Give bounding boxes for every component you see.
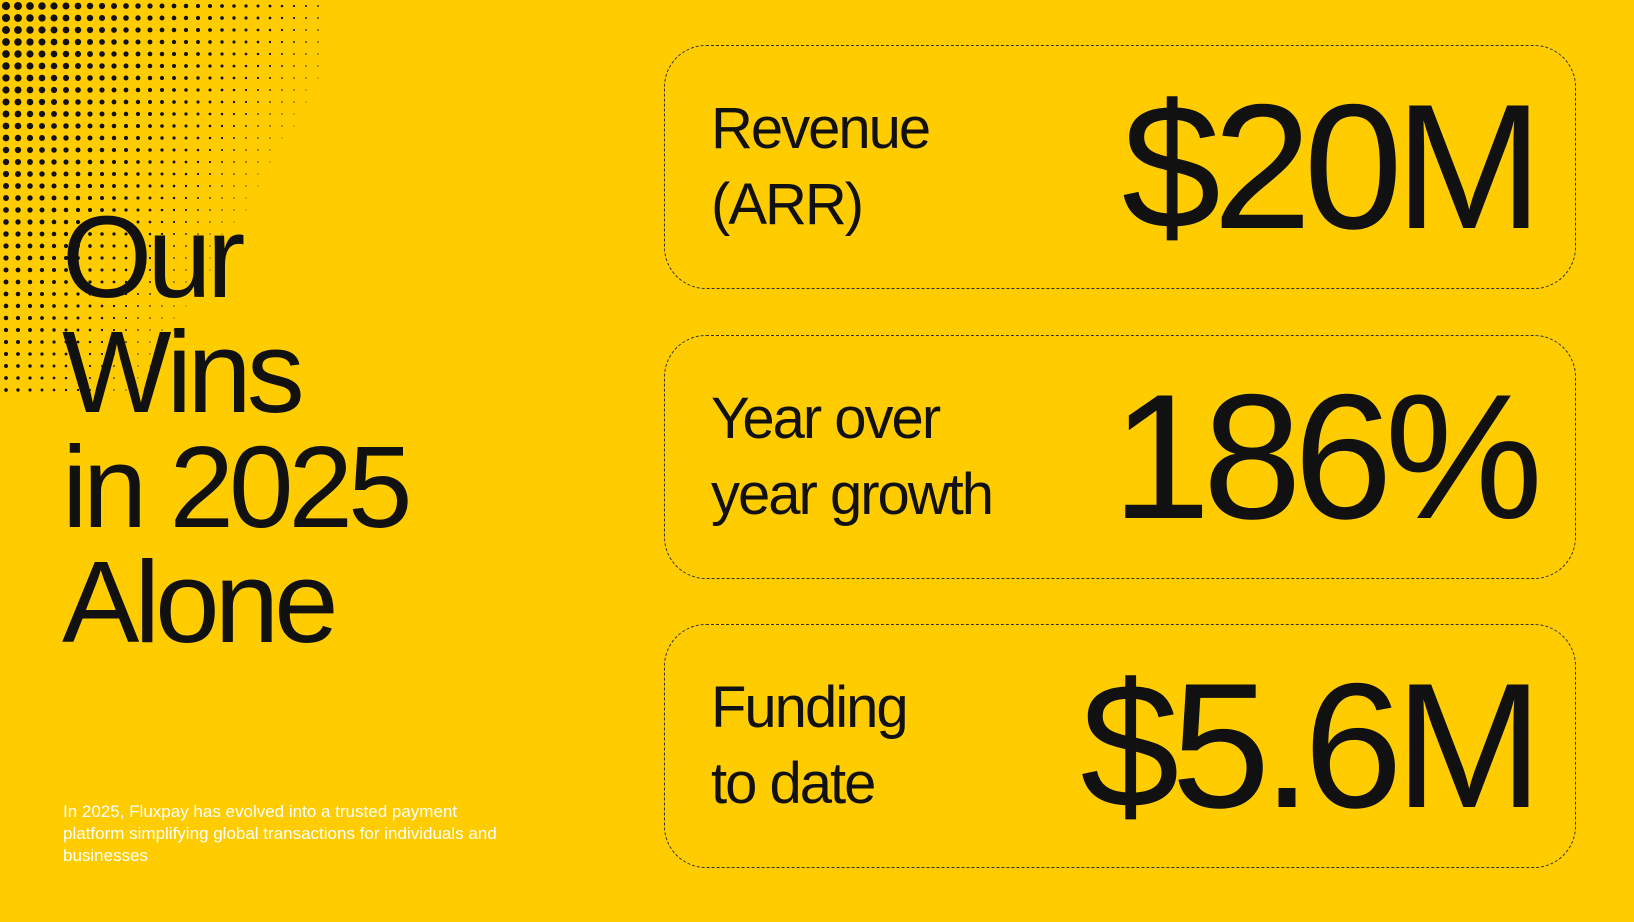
stat-label-line: year growth xyxy=(711,462,994,527)
stat-label-line: Year over xyxy=(711,386,941,451)
stat-card-funding: Funding to date $5.6M xyxy=(664,624,1576,868)
stat-card-revenue: Revenue (ARR) $20M xyxy=(664,45,1576,289)
stat-label: Year over year growth xyxy=(711,381,994,533)
halftone-dot-pattern xyxy=(1,1,319,392)
title-line: Our xyxy=(62,192,245,322)
description-text: In 2025, Fluxpay has evolved into a trus… xyxy=(63,802,497,865)
title-line: Alone xyxy=(62,537,339,667)
title-line: Wins xyxy=(62,307,305,437)
stat-label-line: (ARR) xyxy=(711,172,864,237)
stat-value: $20M xyxy=(1121,67,1543,266)
stat-label: Revenue (ARR) xyxy=(711,91,931,243)
stat-value: 186% xyxy=(1111,357,1543,556)
page-title: Our Wins in 2025 Alone xyxy=(62,192,413,667)
stat-label-line: Revenue xyxy=(711,96,931,161)
stat-label-line: Funding xyxy=(711,675,909,740)
stat-value: $5.6M xyxy=(1080,646,1543,845)
title-line: in 2025 xyxy=(62,422,413,552)
stat-card-growth: Year over year growth 186% xyxy=(664,335,1576,579)
stat-label-line: to date xyxy=(711,751,876,816)
stat-label: Funding to date xyxy=(711,670,909,822)
